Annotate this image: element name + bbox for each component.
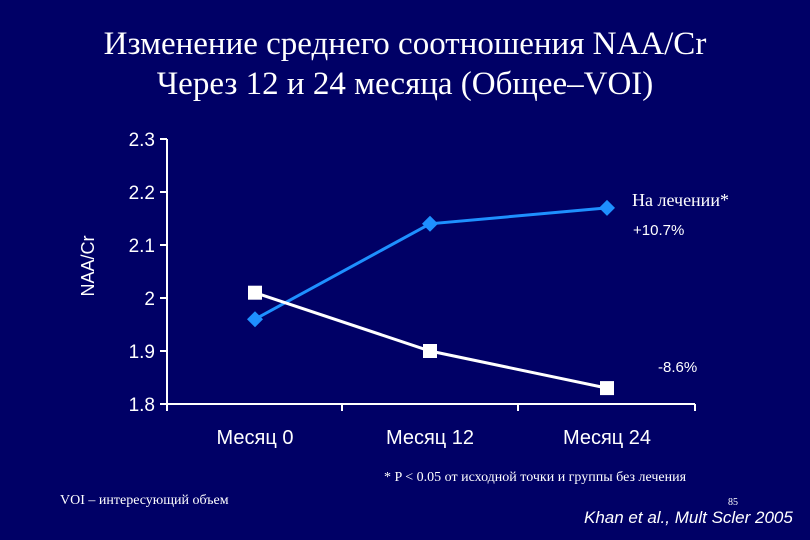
x-tick-label: Месяц 12 [386,427,474,449]
axes [160,138,696,411]
x-tick-labels: Месяц 0 Месяц 12 Месяц 24 [217,427,652,449]
treated-series-label: На лечении* [632,190,729,210]
treated-diamond-marker [599,199,615,216]
chart-title-line-1: Изменение среднего соотношения NAA/Cr [103,26,707,62]
y-axis-label: NAA/Cr [78,235,98,296]
y-tick-label: 2.1 [129,236,155,257]
significance-note: * P < 0.05 от исходной точки и группы бе… [384,470,687,485]
page-number: 85 [728,497,738,508]
x-tick-label: Месяц 24 [563,427,651,449]
other-square-marker [423,344,437,358]
other-square-marker [600,381,614,396]
other-change-label: -8.6% [658,359,697,376]
y-tick-label: 1.8 [129,395,155,416]
y-tick-label: 2.2 [129,183,155,204]
other-square-marker [248,285,262,300]
y-tick-label: 1.9 [129,342,155,363]
x-tick-label: Месяц 0 [217,427,294,449]
other-series-line [254,291,608,390]
treated-diamond-marker [247,311,263,328]
y-tick-label: 2 [144,289,155,310]
treated-diamond-marker [422,215,438,232]
citation: Khan et al., Mult Scler 2005 [584,508,793,527]
voi-definition: VOI – интересующий объем [60,493,229,508]
y-tick-label: 2.3 [129,130,155,151]
series-markers [247,199,615,396]
chart-title-line-2: Через 12 и 24 месяца (Общее–VOI) [156,66,654,102]
y-tick-labels: 2.3 2.2 2.1 2 1.9 1.8 [129,130,155,416]
treated-change-label: +10.7% [633,222,684,239]
series-lines [254,206,608,390]
